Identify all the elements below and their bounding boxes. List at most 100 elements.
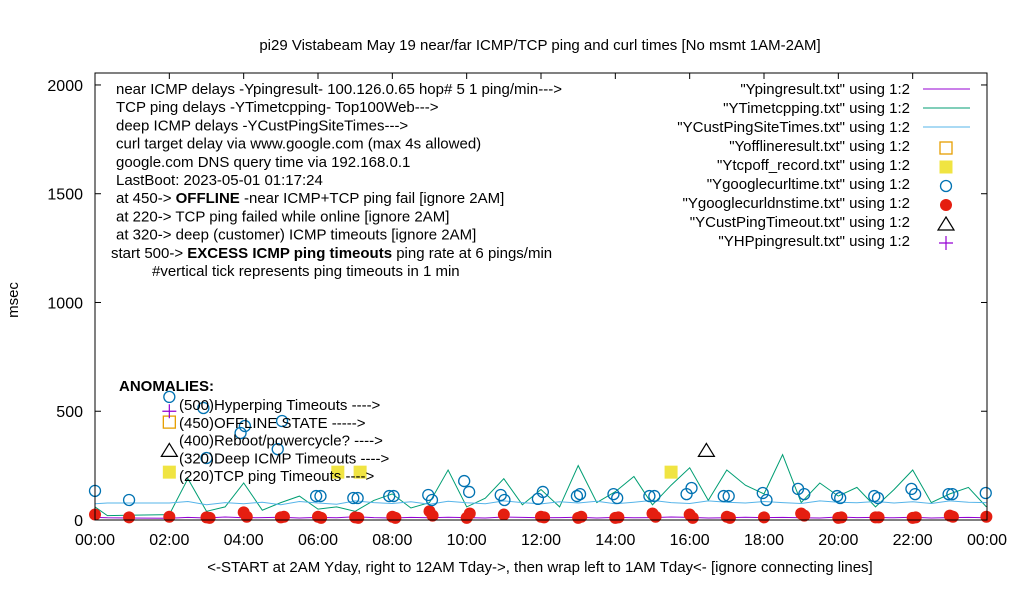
data-point-open-circle xyxy=(351,491,364,505)
info-text: -near ICMP+TCP ping fail [ignore 2AM] xyxy=(240,190,504,207)
info-line: google.com DNS query time via 192.168.0.… xyxy=(116,154,410,171)
x-tick-label: 00:00 xyxy=(967,532,1007,549)
data-point-open-circle xyxy=(611,491,624,505)
info-text: at 450-> xyxy=(116,190,176,207)
chart-title: pi29 Vistabeam May 19 near/far ICMP/TCP … xyxy=(259,37,820,54)
info-annotations: near ICMP delays -Ypingresult- 100.126.0… xyxy=(111,81,562,280)
legend-label: "Ytcpoff_record.txt" using 1:2 xyxy=(717,157,910,174)
data-point-filled-circle xyxy=(612,511,625,524)
data-point-filled-circle xyxy=(575,510,588,523)
data-point-open-circle xyxy=(238,419,252,433)
data-point-filled-circle xyxy=(946,510,959,523)
info-line: deep ICMP delays -YCustPingSiteTimes---> xyxy=(116,117,408,134)
data-point-filled-circle xyxy=(538,511,551,524)
y-tick-label: 1000 xyxy=(47,295,83,312)
data-point-open-circle xyxy=(760,493,773,507)
legend-marker-swatch xyxy=(939,160,953,174)
x-tick-label: 10:00 xyxy=(447,532,487,549)
legend-label: "YHPpingresult.txt" using 1:2 xyxy=(718,233,910,250)
info-bold-text: EXCESS ICMP ping timeouts xyxy=(187,245,392,262)
info-line: start 500-> EXCESS ICMP ping timeouts pi… xyxy=(111,245,552,262)
data-point-open-circle xyxy=(871,491,885,505)
data-point-filled-circle xyxy=(649,510,662,523)
data-point-open-circle xyxy=(756,486,769,500)
anomaly-line: (320)Deep ICMP Timeouts ----> xyxy=(179,450,389,467)
legend: "Ypingresult.txt" using 1:2 "YTimetcpping… xyxy=(677,81,970,250)
x-axis-label: <-START at 2AM Yday, right to 12AM Tday-… xyxy=(207,559,872,576)
data-point-filled-square xyxy=(353,465,367,479)
anomaly-line: (450)OFFLINE STATE -----> xyxy=(179,415,366,432)
data-point-open-circle xyxy=(314,489,327,503)
y-axis-label: msec xyxy=(5,282,22,318)
anomaly-line: (220)TCP ping Timeouts ----> xyxy=(179,468,374,485)
data-point-open-circle xyxy=(942,487,955,501)
data-point-open-circle xyxy=(536,485,550,499)
anomaly-line: (400)Reboot/powercycle? ----> xyxy=(179,433,383,450)
info-line: near ICMP delays -Ypingresult- 100.126.0… xyxy=(116,81,562,98)
info-line: at 320-> deep (customer) ICMP timeouts [… xyxy=(116,227,476,244)
legend-marker-swatch xyxy=(939,179,953,193)
info-line: #vertical tick represents ping timeouts … xyxy=(152,263,460,280)
data-point-open-circle xyxy=(573,487,587,501)
data-point-filled-circle xyxy=(240,510,253,523)
info-line: LastBoot: 2023-05-01 01:17:24 xyxy=(116,172,323,189)
info-line: curl target delay via www.google.com (ma… xyxy=(116,136,481,153)
data-point-filled-circle xyxy=(352,511,365,524)
data-point-filled-circle xyxy=(872,511,885,524)
data-point-filled-square xyxy=(162,465,176,479)
x-tick-label: 12:00 xyxy=(521,532,561,549)
x-tick-label: 02:00 xyxy=(149,532,189,549)
data-point-plus xyxy=(162,404,177,419)
legend-label: "Ygooglecurltime.txt" using 1:2 xyxy=(707,176,910,193)
legend-label: "Yofflineresult.txt" using 1:2 xyxy=(729,138,910,155)
legend-label: "Ypingresult.txt" using 1:2 xyxy=(740,81,910,98)
data-point-filled-circle xyxy=(203,511,216,524)
data-point-open-circle xyxy=(122,493,136,507)
info-bold-text: OFFLINE xyxy=(176,190,240,207)
info-line: TCP ping delays -YTimetcpping- Top100Web… xyxy=(116,99,439,116)
data-point-open-circle xyxy=(570,489,584,503)
data-point-open-circle xyxy=(163,390,176,404)
legend-label: "YCustPingSiteTimes.txt" using 1:2 xyxy=(677,119,910,136)
axes: 00:00 02:00 04:00 06:00 08:00 10:00 12:00 14:00… xyxy=(47,73,1007,549)
anomalies-title: ANOMALIES: xyxy=(119,378,214,395)
data-point-open-circle xyxy=(722,489,735,503)
data-point-open-circle xyxy=(197,401,210,415)
x-tick-label: 06:00 xyxy=(298,532,338,549)
data-point-filled-circle xyxy=(426,509,439,522)
y-tick-label: 1500 xyxy=(47,187,83,204)
data-point-open-circle xyxy=(643,489,656,503)
data-point-open-circle xyxy=(275,414,289,428)
data-point-filled-circle xyxy=(163,510,176,523)
data-point-filled-circle xyxy=(835,511,848,524)
x-tick-label: 14:00 xyxy=(595,532,635,549)
data-point-filled-circle xyxy=(315,511,328,524)
data-point-filled-circle xyxy=(463,507,476,520)
legend-marker-swatch xyxy=(939,141,953,155)
data-point-filled-circle xyxy=(497,508,510,521)
data-point-open-circle xyxy=(458,474,471,488)
data-point-open-circle xyxy=(648,489,661,503)
x-tick-label: 04:00 xyxy=(224,532,264,549)
legend-marker-swatch xyxy=(936,215,956,231)
data-point-open-circle xyxy=(200,451,213,465)
data-point-open-circle xyxy=(383,489,396,503)
data-point-open-circle xyxy=(979,486,992,500)
data-point-open-circle xyxy=(685,481,698,495)
data-point-filled-circle xyxy=(389,511,402,524)
data-point-open-circle xyxy=(271,442,284,456)
data-point-filled-square xyxy=(331,465,345,479)
legend-label: "YCustPingTimeout.txt" using 1:2 xyxy=(690,214,910,231)
info-line: at 220-> TCP ping failed while online [i… xyxy=(116,208,449,225)
data-point-filled-circle xyxy=(123,511,136,524)
data-point-filled-circle xyxy=(277,510,290,523)
data-point-open-circle xyxy=(908,487,922,501)
info-text: ping rate at 6 pings/min xyxy=(392,245,552,262)
data-point-open-circle xyxy=(347,491,360,505)
info-line: at 450-> OFFLINE -near ICMP+TCP ping fai… xyxy=(116,190,504,207)
data-point-open-circle xyxy=(462,485,476,499)
series-points xyxy=(88,390,993,524)
data-point-filled-circle xyxy=(686,511,699,524)
data-point-filled-circle xyxy=(723,511,736,524)
